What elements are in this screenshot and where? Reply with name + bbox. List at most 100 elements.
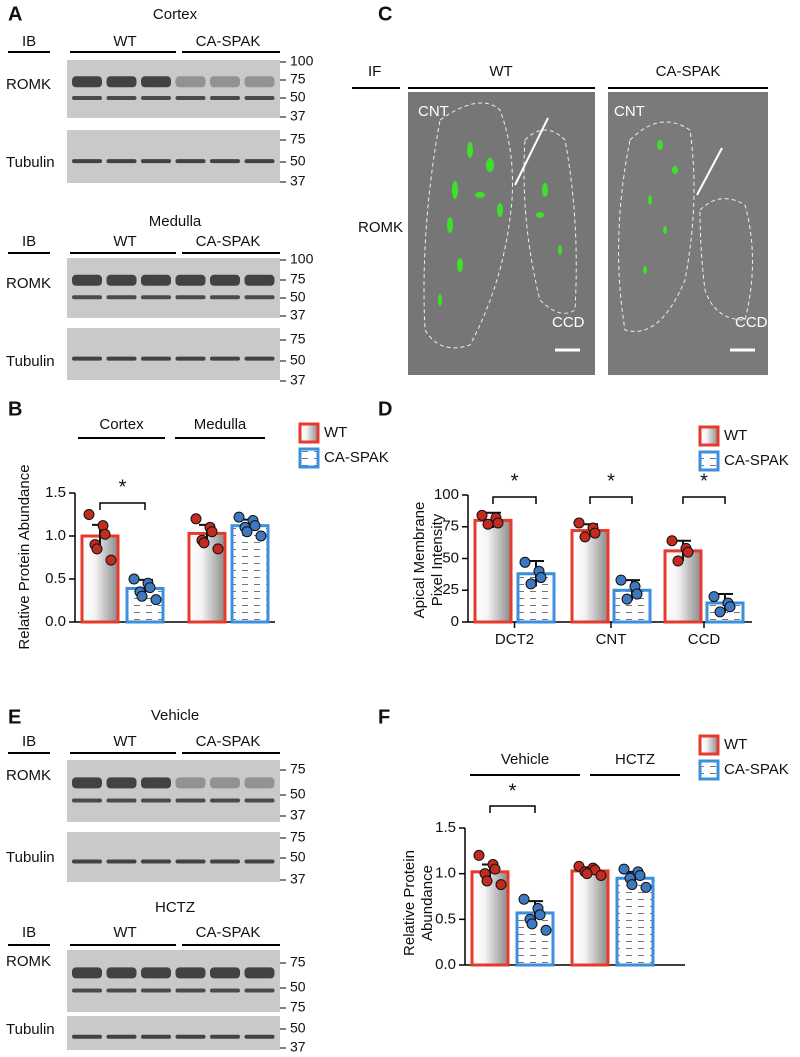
data-point [190, 513, 202, 525]
marker-label: 37 [290, 372, 306, 388]
row-label: ROMK [6, 76, 51, 93]
staining [643, 140, 678, 274]
band [244, 159, 275, 164]
significance-label: * [119, 476, 127, 498]
panel-letter: D [378, 398, 392, 420]
data-point [83, 509, 95, 520]
band [72, 356, 102, 361]
bar [230, 524, 270, 624]
legend-label: CA-SPAK [724, 761, 789, 778]
data-point [495, 879, 507, 891]
y-tick-label: 0.5 [45, 570, 66, 587]
legend-swatch [698, 450, 720, 472]
data-point [540, 924, 552, 936]
data-point [672, 555, 684, 567]
band [106, 777, 137, 789]
tubule-outline [423, 102, 513, 349]
legend-swatch [298, 447, 320, 469]
band [210, 967, 240, 979]
band [106, 356, 137, 361]
band [210, 159, 240, 164]
band [72, 159, 102, 164]
row-label: Tubulin [6, 849, 55, 866]
y-axis-label: Abundance [419, 865, 436, 941]
band [244, 798, 275, 803]
data-point [489, 863, 501, 875]
band [72, 274, 102, 286]
data-point [595, 869, 607, 881]
method-label: IF [368, 63, 381, 80]
data-point [626, 879, 638, 891]
marker-label: 75 [290, 999, 306, 1015]
stain-label: ROMK [358, 219, 403, 236]
y-axis-label: Relative Protein [401, 850, 418, 956]
bar [570, 869, 610, 967]
band [72, 95, 102, 100]
data-point [535, 572, 547, 584]
row-label: Tubulin [6, 353, 55, 370]
significance-bracket [682, 496, 726, 504]
y-tick-label: 1.5 [45, 484, 66, 501]
row-label: ROMK [6, 953, 51, 970]
blot-image [67, 832, 280, 882]
band [106, 1034, 137, 1039]
data-point [233, 511, 245, 523]
band [210, 777, 240, 789]
data-point [128, 573, 140, 585]
band [244, 967, 275, 979]
band [244, 76, 275, 88]
marker-label: 75 [290, 131, 306, 147]
data-point [534, 909, 546, 921]
band [175, 95, 206, 100]
data-point [136, 590, 148, 602]
y-tick-label: 0 [451, 613, 459, 630]
marker-label: 75 [290, 331, 306, 347]
row-label: ROMK [6, 275, 51, 292]
data-point [618, 863, 630, 875]
data-point [492, 517, 504, 529]
group-label: WT [113, 924, 136, 941]
blot-image [67, 950, 280, 1012]
marker-label: 75 [290, 271, 306, 287]
significance-bracket [489, 805, 536, 813]
band [244, 1034, 275, 1039]
blot-image [67, 328, 280, 380]
y-tick-label: 0.0 [45, 613, 66, 630]
group-label: WT [113, 733, 136, 750]
significance-bracket [99, 502, 146, 510]
panel-letter: C [378, 3, 392, 25]
marker-label: 37 [290, 307, 306, 323]
group-label: CA-SPAK [196, 233, 261, 250]
category-label: CNT [596, 631, 627, 648]
row-label: Tubulin [6, 1021, 55, 1038]
method-label: IB [22, 33, 36, 50]
panel-letter: B [8, 398, 22, 420]
data-point [198, 537, 210, 549]
data-point [212, 543, 224, 555]
significance-label: * [607, 470, 615, 492]
image-title: WT [489, 63, 512, 80]
boundary-line [696, 147, 723, 196]
category-label: Medulla [194, 416, 247, 433]
bar [663, 549, 703, 624]
marker-label: 75 [290, 829, 306, 845]
method-label: IB [22, 233, 36, 250]
y-tick-label: 1.0 [435, 865, 456, 882]
data-point [255, 530, 267, 542]
band [141, 988, 171, 993]
band [106, 76, 137, 88]
band [175, 295, 206, 300]
band [141, 777, 171, 789]
band [106, 159, 137, 164]
band [210, 859, 240, 864]
blot-title: Vehicle [151, 707, 199, 724]
legend-label: WT [324, 424, 347, 441]
band [244, 274, 275, 286]
blot-image [67, 1016, 280, 1050]
band [72, 1034, 102, 1039]
marker-label: 50 [290, 153, 306, 169]
category-label: CCD [688, 631, 721, 648]
band [175, 777, 206, 789]
tubule-outline [699, 198, 753, 321]
data-point [144, 582, 156, 594]
